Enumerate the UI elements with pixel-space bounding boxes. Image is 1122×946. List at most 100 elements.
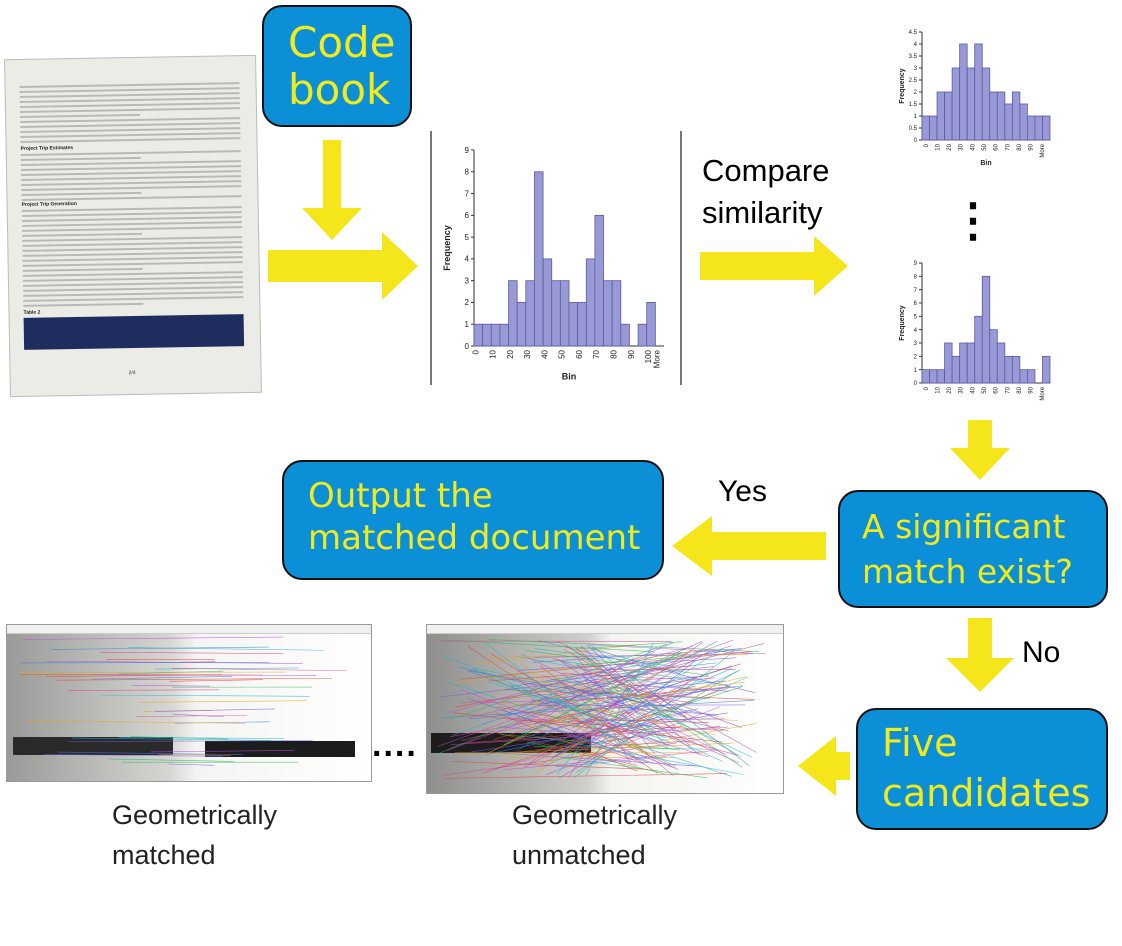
x-axis-label: Bin — [980, 160, 991, 167]
y-tick-label: 0 — [914, 138, 918, 144]
codebook-label: Code — [288, 18, 396, 67]
y-tick-label: 2.5 — [909, 78, 918, 84]
match-line — [447, 681, 732, 777]
y-tick-label: 0 — [914, 381, 918, 387]
match-line — [550, 695, 625, 737]
caption-line: Geometrically — [112, 800, 278, 830]
x-tick-label: 80 — [1017, 143, 1023, 150]
y-tick-label: 4 — [465, 255, 470, 264]
match-line — [68, 689, 220, 691]
histogram-bar — [646, 302, 656, 347]
match-line — [523, 678, 644, 698]
match-line — [469, 670, 719, 717]
x-tick-label: 0 — [471, 349, 480, 354]
five-candidates-node: Five candidates — [856, 708, 1108, 830]
y-tick-label: 1 — [465, 320, 470, 329]
match-line — [560, 673, 673, 680]
match-line — [521, 687, 724, 706]
match-line — [509, 683, 671, 743]
vertical-ellipsis: ⋮ — [950, 194, 996, 246]
matched-screenshot — [6, 624, 372, 782]
match-line — [595, 682, 637, 697]
match-line — [155, 708, 275, 712]
match-line — [552, 678, 659, 695]
match-line — [586, 679, 752, 758]
match-line — [574, 683, 686, 717]
match-line — [533, 745, 719, 750]
arrow-left-icon — [798, 736, 850, 796]
y-tick-label: 2 — [914, 90, 918, 96]
histogram-bar — [1027, 369, 1036, 384]
match-line — [521, 654, 726, 755]
significant-match-label: match exist? — [862, 552, 1073, 591]
match-line — [487, 639, 760, 652]
y-tick-label: 2 — [914, 354, 918, 360]
matched-caption: Geometrically matched — [112, 795, 277, 875]
match-line — [99, 651, 284, 654]
x-tick-label: 70 — [1005, 386, 1011, 393]
match-line — [442, 699, 754, 718]
arrow-right-icon — [268, 232, 418, 300]
match-line — [150, 750, 295, 753]
match-line — [461, 677, 716, 704]
match-line — [174, 721, 270, 724]
x-tick-label: 50 — [558, 349, 567, 358]
x-tick-label: 80 — [1017, 386, 1023, 393]
y-tick-label: 4.5 — [909, 30, 918, 36]
candidate-histogram-chart: 0 0.5 1 1.5 2 2.5 3 3.5 4 4.5 0 10 20 30 40 50 60 70 80 90 M… — [899, 30, 1051, 167]
compare-label-line: Compare — [702, 153, 830, 188]
caption-line: Geometrically — [512, 800, 678, 830]
x-tick-label: 10 — [489, 349, 498, 358]
x-tick-label: 60 — [575, 349, 584, 358]
match-line — [505, 688, 708, 743]
match-line — [131, 685, 210, 687]
compare-similarity-label: Compare similarity — [702, 150, 830, 234]
match-line — [57, 751, 244, 755]
match-line — [469, 726, 683, 744]
x-tick-label: More — [653, 349, 662, 368]
match-line — [588, 643, 750, 766]
y-tick-label: 8 — [914, 274, 918, 280]
y-tick-label: 4 — [914, 42, 918, 48]
match-line — [158, 753, 231, 756]
match-line — [535, 740, 696, 751]
match-line — [565, 757, 708, 779]
y-axis-label: Frequency — [899, 305, 906, 341]
match-line — [496, 706, 643, 733]
five-candidates-label: candidates — [882, 771, 1091, 815]
x-tick-label: 50 — [982, 386, 988, 393]
y-tick-label: 6 — [914, 301, 918, 307]
match-line — [45, 674, 222, 677]
codebook-node: Code book — [262, 5, 412, 127]
match-line — [467, 697, 655, 764]
x-tick-label: 50 — [982, 143, 988, 150]
significant-match-node: A significant match exist? — [838, 490, 1108, 608]
x-tick-label: 30 — [523, 349, 532, 358]
x-tick-label: 30 — [959, 143, 965, 150]
match-line — [452, 712, 723, 743]
unmatched-screenshot — [426, 624, 784, 794]
x-tick-label: 90 — [1029, 143, 1035, 150]
y-tick-label: 6 — [465, 211, 470, 220]
y-axis-label: Frequency — [899, 68, 906, 104]
y-tick-label: 9 — [914, 261, 918, 267]
match-line — [118, 670, 224, 675]
unmatch-lines — [437, 639, 765, 779]
match-line — [443, 639, 653, 652]
y-tick-label: 3.5 — [909, 54, 918, 60]
match-line — [553, 657, 742, 728]
y-tick-label: 3 — [914, 66, 918, 72]
match-line — [51, 646, 269, 650]
y-tick-label: 1 — [914, 114, 918, 120]
match-line — [500, 734, 681, 751]
output-label: matched document — [308, 518, 641, 558]
match-line — [576, 657, 656, 755]
match-line — [21, 636, 284, 640]
y-tick-label: 0 — [465, 342, 470, 351]
match-line — [486, 643, 638, 759]
x-tick-label: 10 — [935, 386, 941, 393]
x-tick-label: 40 — [540, 349, 549, 358]
x-tick-label: 70 — [1005, 143, 1011, 150]
match-line — [68, 740, 313, 742]
caption-line: unmatched — [512, 840, 646, 870]
